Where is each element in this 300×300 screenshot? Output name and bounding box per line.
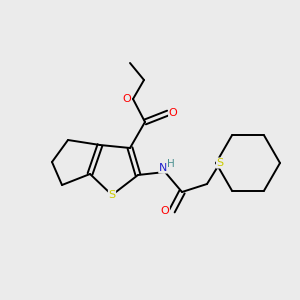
Text: O: O <box>169 108 177 118</box>
Text: S: S <box>216 158 224 168</box>
Text: S: S <box>108 190 116 200</box>
Text: H: H <box>167 159 175 169</box>
Text: O: O <box>123 94 131 104</box>
Text: N: N <box>159 163 167 173</box>
Text: O: O <box>160 206 169 216</box>
